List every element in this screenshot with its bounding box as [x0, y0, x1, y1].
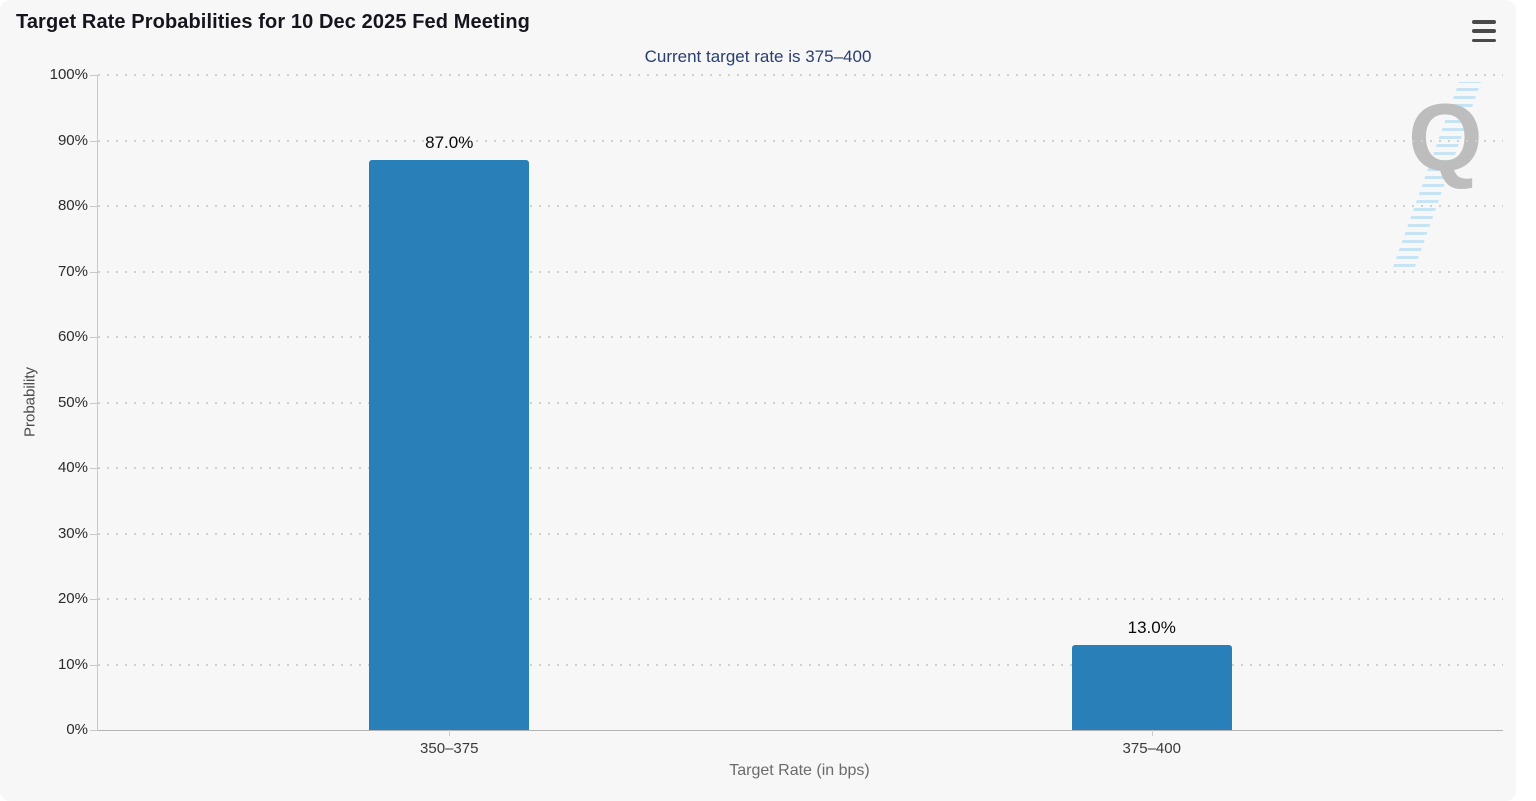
y-tick-label: 0% [66, 721, 88, 738]
hamburger-bar [1472, 38, 1496, 42]
gridline-80 [98, 205, 1503, 207]
y-tick-label: 20% [57, 590, 88, 607]
y-tick-label: 70% [57, 262, 88, 280]
watermark-q-letter: Q [1408, 84, 1483, 191]
y-tick-mark [90, 75, 98, 76]
x-tick-mark [1151, 730, 1153, 736]
y-tick-label: 10% [57, 655, 88, 673]
hamburger-bar [1472, 29, 1496, 33]
y-tick-mark [90, 271, 98, 273]
hamburger-bar [1472, 20, 1496, 24]
y-tick-label: 30% [57, 524, 88, 542]
y-tick-label: 60% [57, 328, 88, 345]
chart-title: Target Rate Probabilities for 10 Dec 202… [16, 11, 530, 33]
y-tick-label: 40% [57, 459, 88, 476]
bar-value-label: 87.0% [425, 133, 474, 153]
chart-subtitle: Current target rate is 375–400 [644, 47, 872, 66]
y-tick-mark [90, 730, 98, 731]
gridline-50 [98, 401, 1503, 404]
gridline-90 [98, 139, 1503, 142]
y-tick-mark [90, 337, 98, 338]
plot-area: 0% 10% 20% 30% 40% 50% 60% 70% 80% 90% 100% 87.0% 35… [50, 66, 1503, 757]
x-tick-label: 350–375 [420, 740, 479, 757]
y-tick-mark [90, 599, 98, 600]
y-tick-label: 80% [57, 197, 88, 214]
quikstrike-watermark: Q [1382, 82, 1492, 267]
gridline-10 [98, 663, 1503, 666]
y-tick-mark [90, 533, 98, 535]
y-tick-label: 50% [57, 393, 88, 411]
bar-350–375[interactable] [369, 160, 530, 730]
y-tick-mark [90, 664, 98, 666]
gridline-60 [98, 336, 1503, 338]
y-tick-mark [90, 402, 98, 404]
y-tick-mark [90, 468, 98, 469]
x-tick-mark [449, 730, 451, 736]
y-tick-label: 90% [57, 131, 88, 149]
gridline-100 [98, 74, 1503, 76]
y-tick-mark [90, 206, 98, 207]
hamburger-menu-icon[interactable] [1472, 19, 1498, 43]
y-tick-mark [90, 140, 98, 142]
x-tick-label: 375–400 [1122, 740, 1181, 757]
x-axis-title: Target Rate (in bps) [729, 762, 870, 779]
gridline-70 [98, 270, 1503, 273]
gridline-30 [98, 532, 1503, 535]
gridline-20 [98, 598, 1503, 600]
y-tick-label: 100% [49, 66, 88, 83]
bar-value-label: 13.0% [1127, 617, 1176, 637]
bar-375–400[interactable] [1071, 644, 1232, 730]
gridline-40 [98, 467, 1503, 469]
